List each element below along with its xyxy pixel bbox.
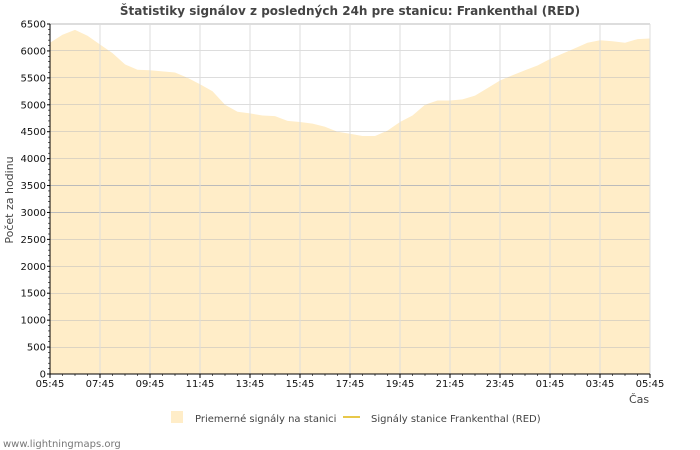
y-tick-label: 2500 xyxy=(21,235,46,246)
y-tick-label: 4000 xyxy=(21,154,46,165)
x-axis-label: Čas xyxy=(629,393,649,406)
chart-title: Štatistiky signálov z posledných 24h pre… xyxy=(120,3,580,18)
y-tick-label: 4500 xyxy=(21,127,46,138)
y-tick-label: 6500 xyxy=(21,20,46,31)
y-tick-label: 3500 xyxy=(21,181,46,192)
watermark: www.lightningmaps.org xyxy=(3,439,121,450)
y-tick-label: 5000 xyxy=(21,100,46,111)
x-tick-label: 09:45 xyxy=(136,379,165,390)
x-tick-label: 05:45 xyxy=(636,379,665,390)
x-tick-label: 17:45 xyxy=(336,379,365,390)
plot-area: 0 500 1000 1500 2000 2500 3000 3500 4000 4500 5000… xyxy=(21,20,665,391)
x-tick-label: 07:45 xyxy=(86,379,115,390)
y-axis-label: Počet za hodinu xyxy=(3,156,16,243)
x-tick-label: 19:45 xyxy=(386,379,415,390)
y-tick-label: 500 xyxy=(27,343,46,354)
x-tick-label: 15:45 xyxy=(286,379,315,390)
y-tick-label: 1000 xyxy=(21,316,46,327)
x-tick-label: 21:45 xyxy=(436,379,465,390)
legend-label-average: Priemerné signály na stanici xyxy=(195,413,336,425)
y-tick-label: 3000 xyxy=(21,208,46,219)
x-tick-label: 13:45 xyxy=(236,379,265,390)
x-tick-label: 01:45 xyxy=(536,379,565,390)
legend-label-station: Signály stanice Frankenthal (RED) xyxy=(371,413,541,425)
x-tick-label: 11:45 xyxy=(186,379,215,390)
legend: Priemerné signály na stanici Signály sta… xyxy=(171,411,541,425)
y-tick-label: 1500 xyxy=(21,289,46,300)
x-tick-label: 03:45 xyxy=(586,379,615,390)
y-tick-label: 0 xyxy=(40,370,46,381)
legend-swatch-average xyxy=(171,411,183,423)
y-tick-label: 6000 xyxy=(21,46,46,57)
y-tick-label: 2000 xyxy=(21,262,46,273)
x-tick-label: 23:45 xyxy=(486,379,515,390)
y-tick-label: 5500 xyxy=(21,73,46,84)
x-tick-label: 05:45 xyxy=(36,379,65,390)
